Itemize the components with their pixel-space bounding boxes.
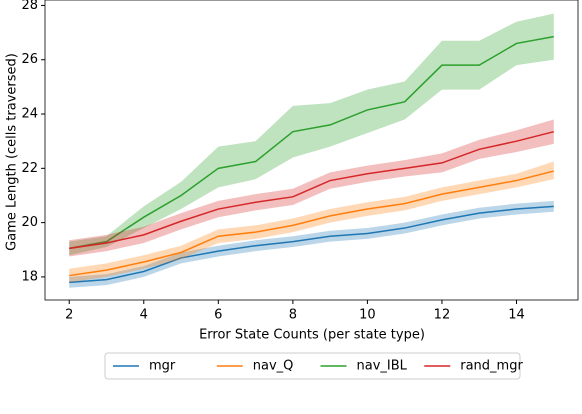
- legend-box: [104, 352, 521, 380]
- legend-label: mgr: [149, 359, 176, 374]
- x-tick-label: 6: [214, 308, 222, 323]
- x-tick-label: 14: [508, 308, 525, 323]
- plot-frame: [44, 0, 579, 301]
- y-tick-label: 28: [21, 0, 38, 13]
- legend-label: nav_Q: [253, 359, 294, 374]
- y-tick-label: 20: [21, 215, 38, 230]
- line: [69, 170, 554, 277]
- x-tick-label: 2: [65, 308, 73, 323]
- legend-label: rand_mgr: [460, 359, 523, 374]
- confidence-band: [69, 161, 554, 283]
- line: [69, 35, 554, 250]
- line: [69, 205, 554, 284]
- y-tick-label: 22: [21, 161, 38, 176]
- y-tick-label: 24: [21, 107, 38, 122]
- x-tick-label: 12: [434, 308, 451, 323]
- x-tick-label: 4: [140, 308, 148, 323]
- y-tick-label: 18: [21, 269, 38, 284]
- y-tick-label: 26: [21, 52, 38, 67]
- x-axis-label: Error State Counts (per state type): [199, 328, 425, 343]
- legend-label: nav_IBL: [357, 359, 408, 374]
- line: [69, 130, 554, 250]
- x-tick-label: 10: [359, 308, 376, 323]
- y-axis-label: Game Length (cells traversed): [5, 53, 20, 251]
- x-tick-label: 8: [289, 308, 297, 323]
